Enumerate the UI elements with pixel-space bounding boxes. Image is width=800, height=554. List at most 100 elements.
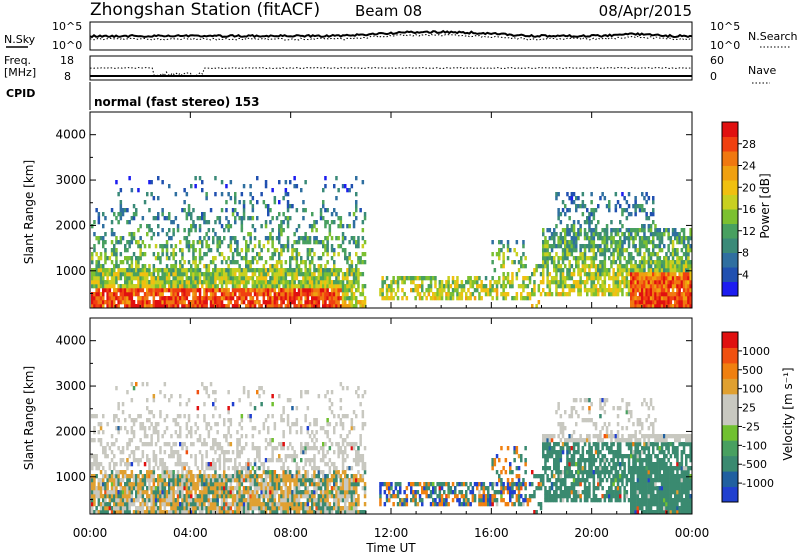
heatmap-cell bbox=[194, 256, 197, 261]
heatmap-cell bbox=[687, 244, 690, 249]
heatmap-cell bbox=[524, 264, 527, 269]
heatmap-cell bbox=[544, 292, 547, 297]
heatmap-cell bbox=[306, 292, 310, 297]
heatmap-cell bbox=[451, 296, 455, 301]
heatmap-cell bbox=[253, 458, 257, 463]
heatmap-cell bbox=[603, 292, 607, 297]
heatmap-cell bbox=[297, 466, 301, 471]
heatmap-cell bbox=[634, 208, 637, 213]
heatmap-cell bbox=[141, 216, 145, 221]
heatmap-cell bbox=[251, 482, 255, 487]
heatmap-cell bbox=[165, 414, 169, 419]
heatmap-cell bbox=[159, 446, 162, 451]
heatmap-cell bbox=[638, 248, 642, 253]
heatmap-cell bbox=[500, 264, 503, 269]
heatmap-cell bbox=[113, 474, 116, 479]
heatmap-cell bbox=[300, 256, 303, 261]
heatmap-cell bbox=[141, 494, 145, 499]
heatmap-cell bbox=[531, 292, 534, 297]
heatmap-cell bbox=[436, 296, 439, 301]
heatmap-cell bbox=[654, 260, 657, 265]
heatmap-cell bbox=[135, 276, 138, 281]
heatmap-cell bbox=[165, 240, 169, 245]
heatmap-cell bbox=[333, 414, 336, 419]
heatmap-cell bbox=[214, 276, 217, 281]
heatmap-cell bbox=[135, 212, 138, 217]
heatmap-cell bbox=[295, 494, 299, 499]
heatmap-cell bbox=[253, 426, 257, 431]
heatmap-cell bbox=[482, 288, 486, 293]
heatmap-cell bbox=[115, 260, 118, 265]
heatmap-cell bbox=[251, 300, 255, 305]
heatmap-cell bbox=[306, 276, 310, 281]
heatmap-cell bbox=[141, 510, 145, 515]
heatmap-cell bbox=[126, 494, 129, 499]
heatmap-cell bbox=[282, 510, 285, 515]
heatmap-cell bbox=[293, 482, 296, 487]
heatmap-cell bbox=[671, 264, 675, 269]
heatmap-cell bbox=[685, 268, 688, 273]
heatmap-cell bbox=[113, 264, 116, 269]
heatmap-cell bbox=[198, 176, 202, 181]
heatmap-cell bbox=[225, 494, 228, 499]
heatmap-cell bbox=[115, 304, 118, 309]
heatmap-cell bbox=[154, 510, 158, 515]
heatmap-cell bbox=[467, 296, 470, 301]
heatmap-cell bbox=[641, 268, 644, 273]
heatmap-cell bbox=[97, 494, 101, 499]
heatmap-cell bbox=[330, 296, 334, 301]
heatmap-cell bbox=[278, 454, 281, 459]
heatmap-cell bbox=[106, 300, 109, 305]
heatmap-cell bbox=[590, 212, 593, 217]
heatmap-cell bbox=[324, 224, 327, 229]
heatmap-cell bbox=[625, 268, 629, 273]
heatmap-cell bbox=[493, 288, 497, 293]
heatmap-cell bbox=[269, 288, 272, 293]
heatmap-cell bbox=[181, 272, 184, 277]
heatmap-cell bbox=[205, 442, 208, 447]
heatmap-cell bbox=[335, 466, 338, 471]
heatmap-cell bbox=[282, 248, 285, 253]
heatmap-cell bbox=[414, 288, 417, 293]
heatmap-cell bbox=[190, 494, 193, 499]
heatmap-cell bbox=[297, 272, 301, 277]
heatmap-cell bbox=[163, 494, 167, 499]
heatmap-cell bbox=[300, 458, 303, 463]
heatmap-cell bbox=[113, 498, 116, 503]
heatmap-cell bbox=[295, 466, 299, 471]
heatmap-cell bbox=[388, 288, 391, 293]
heatmap-cell bbox=[601, 280, 604, 285]
heatmap-cell bbox=[115, 438, 118, 443]
heatmap-cell bbox=[150, 434, 153, 439]
heatmap-cell bbox=[286, 240, 290, 245]
heatmap-cell bbox=[280, 304, 283, 309]
heatmap-cell bbox=[157, 176, 160, 181]
heatmap-cell bbox=[97, 220, 101, 225]
heatmap-cell bbox=[311, 224, 314, 229]
heatmap-cell bbox=[324, 300, 327, 305]
heatmap-cell bbox=[282, 284, 285, 289]
heatmap-cell bbox=[289, 256, 292, 261]
heatmap-cell bbox=[253, 470, 257, 475]
heatmap-cell bbox=[286, 454, 290, 459]
heatmap-cell bbox=[601, 272, 604, 277]
heatmap-cell bbox=[95, 268, 98, 273]
heatmap-cell bbox=[128, 414, 131, 419]
heatmap-cell bbox=[165, 288, 169, 293]
heatmap-cell bbox=[610, 252, 613, 257]
heatmap-cell bbox=[115, 264, 118, 269]
heatmap-cell bbox=[128, 482, 131, 487]
heatmap-cell bbox=[141, 474, 145, 479]
heatmap-cell bbox=[137, 296, 140, 301]
heatmap-cell bbox=[229, 502, 233, 507]
heatmap-cell bbox=[205, 474, 208, 479]
heatmap-cell bbox=[148, 458, 151, 463]
heatmap-cell bbox=[91, 292, 94, 297]
heatmap-cell bbox=[251, 434, 255, 439]
heatmap-cell bbox=[546, 260, 549, 265]
heatmap-cell bbox=[135, 474, 138, 479]
heatmap-cell bbox=[291, 292, 294, 297]
heatmap-cell bbox=[638, 276, 642, 281]
heatmap-cell bbox=[460, 284, 464, 289]
heatmap-cell bbox=[269, 304, 272, 309]
